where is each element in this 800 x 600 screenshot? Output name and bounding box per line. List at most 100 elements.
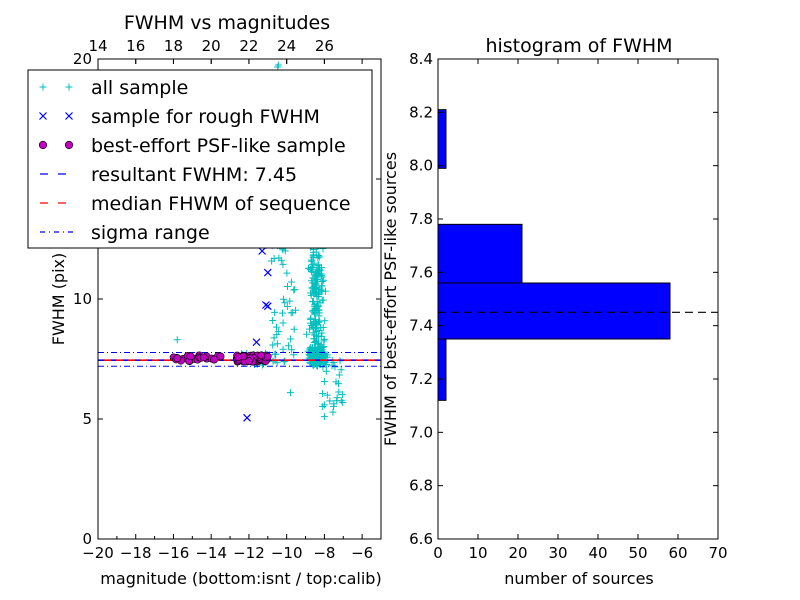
left-x-tick-label: −16 bbox=[158, 544, 190, 562]
histogram-bar bbox=[437, 109, 447, 169]
right-x-tick-label: 20 bbox=[508, 544, 527, 562]
all-sample-point bbox=[335, 388, 343, 396]
all-sample-point bbox=[310, 251, 318, 259]
all-sample-point bbox=[312, 325, 320, 333]
all-sample-point bbox=[320, 335, 328, 343]
left-y-tick-label: 20 bbox=[73, 50, 92, 68]
all-sample-point bbox=[323, 361, 331, 369]
right-y-tick-label: 7.2 bbox=[409, 370, 433, 388]
all-sample-point bbox=[286, 297, 294, 305]
right-x-tick-label: 0 bbox=[433, 544, 443, 562]
all-sample-point bbox=[315, 253, 323, 261]
all-sample-point bbox=[311, 319, 319, 327]
left-x-tick-label: −10 bbox=[271, 544, 303, 562]
right-x-tick-label: 40 bbox=[588, 544, 607, 562]
left-top-x-tick-label: 18 bbox=[164, 37, 183, 55]
right-ticks: 0 10 20 30 40 50 60 70 6.6 6.8 7.0 7.2 7.4 7.6 7.8 8.0 8… bbox=[409, 50, 727, 562]
all-sample-point bbox=[273, 340, 281, 348]
all-sample-point bbox=[319, 344, 327, 352]
left-y-axis-label: FWHM (pix) bbox=[49, 253, 68, 346]
all-sample-point bbox=[279, 309, 287, 317]
all-sample-point bbox=[279, 295, 287, 303]
all-sample-point bbox=[337, 366, 345, 374]
left-top-x-tick-label: 24 bbox=[277, 37, 296, 55]
left-chart-title: FWHM vs magnitudes bbox=[124, 12, 330, 34]
all-sample-point bbox=[281, 299, 289, 307]
all-sample-point bbox=[173, 336, 181, 344]
all-sample-point bbox=[318, 282, 326, 290]
all-sample-point bbox=[313, 362, 321, 370]
all-sample-point bbox=[326, 397, 334, 405]
all-sample-point bbox=[319, 363, 327, 371]
all-sample-point bbox=[290, 325, 298, 333]
all-sample-point bbox=[285, 342, 293, 350]
legend-marker-rough-sample bbox=[65, 112, 73, 120]
all-sample-point bbox=[308, 307, 316, 315]
all-sample-point bbox=[279, 319, 287, 327]
all-sample-point bbox=[309, 265, 317, 273]
all-sample-point bbox=[333, 397, 341, 405]
all-sample-point bbox=[271, 350, 279, 358]
all-sample-point bbox=[323, 391, 331, 399]
all-sample-point bbox=[272, 323, 280, 331]
all-sample-point bbox=[319, 389, 327, 397]
right-x-tick-label: 50 bbox=[628, 544, 647, 562]
right-y-tick-label: 7.8 bbox=[409, 210, 433, 228]
all-sample-point bbox=[320, 413, 328, 421]
all-sample-point bbox=[281, 357, 289, 365]
legend-marker-best-effort bbox=[38, 140, 48, 150]
legend-label: resultant FWHM: 7.45 bbox=[91, 164, 297, 186]
right-x-tick-label: 10 bbox=[468, 544, 487, 562]
right-plot-content bbox=[437, 109, 718, 401]
all-sample-point bbox=[308, 344, 316, 352]
left-y-tick-label: 0 bbox=[82, 530, 92, 548]
all-sample-point bbox=[339, 398, 347, 406]
right-y-tick-label: 8.0 bbox=[409, 157, 433, 175]
all-sample-point bbox=[289, 309, 297, 317]
right-x-tick-label: 70 bbox=[708, 544, 727, 562]
all-sample-point bbox=[279, 345, 287, 353]
all-sample-point bbox=[331, 363, 339, 371]
all-sample-point bbox=[314, 339, 322, 347]
left-x-axis-label: magnitude (bottom:isnt / top:calib) bbox=[100, 569, 381, 588]
right-chart-title: histogram of FWHM bbox=[485, 35, 672, 57]
all-sample-point bbox=[329, 408, 337, 416]
best-effort-point bbox=[199, 353, 208, 362]
right-y-tick-label: 6.6 bbox=[409, 530, 433, 548]
best-effort-point bbox=[210, 355, 219, 364]
all-sample-point bbox=[312, 284, 320, 292]
right-y-tick-label: 7.6 bbox=[409, 263, 433, 281]
all-sample-point bbox=[269, 341, 277, 349]
right-y-tick-label: 8.2 bbox=[409, 103, 433, 121]
all-sample-point bbox=[283, 269, 291, 277]
all-sample-point bbox=[310, 335, 318, 343]
histogram-bar bbox=[437, 223, 523, 284]
legend-box bbox=[27, 69, 373, 249]
all-sample-point bbox=[320, 401, 328, 409]
left-x-tick-label: −14 bbox=[195, 544, 227, 562]
best-effort-point bbox=[186, 352, 195, 361]
all-sample-point bbox=[288, 346, 296, 354]
left-panel: FWHM vs magnitudes −20 −18 −16 −14 −12 −10 −8−… bbox=[27, 12, 382, 588]
right-x-tick-label: 30 bbox=[548, 544, 567, 562]
right-x-axis-label: number of sources bbox=[504, 569, 654, 588]
rough-sample-point bbox=[252, 338, 261, 347]
all-sample-point bbox=[333, 394, 341, 402]
right-y-axis-label: FWHM of best-effort PSF-like sources bbox=[381, 152, 400, 446]
right-y-tick-label: 6.8 bbox=[409, 477, 433, 495]
all-sample-point bbox=[271, 308, 279, 316]
all-sample-point bbox=[283, 283, 291, 291]
rough-sample-point bbox=[258, 247, 267, 255]
all-sample-point bbox=[320, 357, 328, 365]
left-x-tick-label: −18 bbox=[120, 544, 152, 562]
left-top-x-tick-label: 20 bbox=[202, 37, 221, 55]
all-sample-point bbox=[280, 358, 288, 366]
all-sample-point bbox=[317, 332, 325, 340]
left-x-tick-label: −20 bbox=[82, 544, 114, 562]
right-plot-frame bbox=[437, 58, 719, 540]
right-y-tick-label: 7.0 bbox=[409, 423, 433, 441]
all-sample-point bbox=[318, 296, 326, 304]
all-sample-point bbox=[309, 252, 317, 260]
all-sample-point bbox=[320, 378, 328, 386]
right-y-tick-label: 8.4 bbox=[409, 50, 433, 68]
